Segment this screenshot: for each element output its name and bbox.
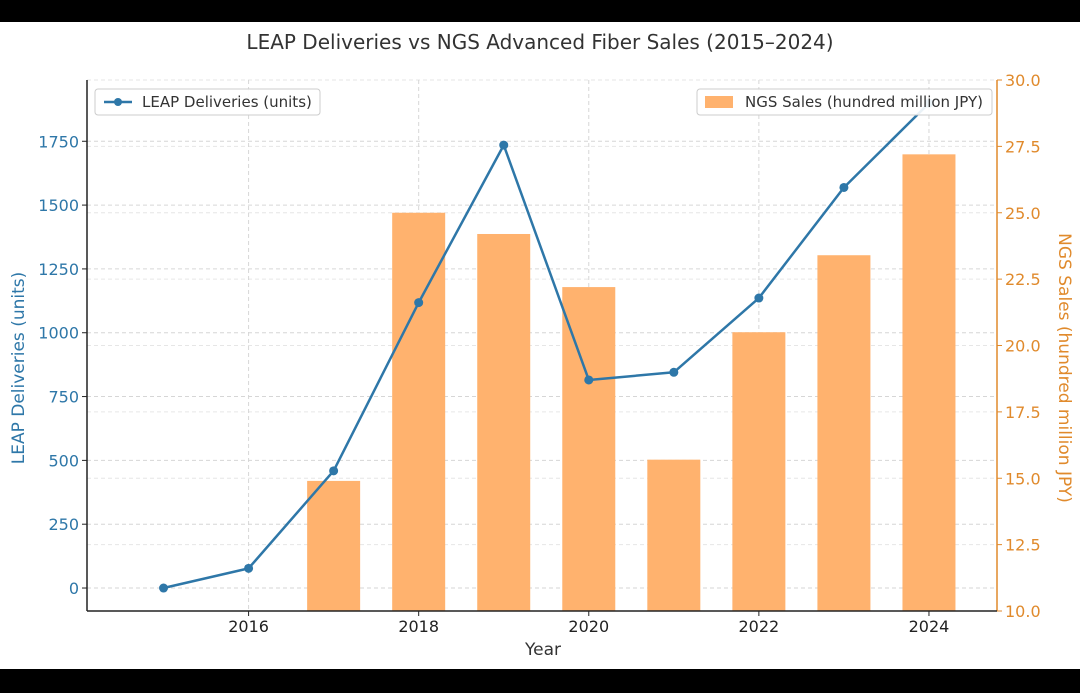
right-tick-label: 15.0 <box>1005 469 1041 488</box>
line-point <box>244 563 254 573</box>
right-axis-ticks: 10.0 12.5 15.0 17.5 20.0 22.5 25.0 27.5 30.0 <box>997 71 1041 621</box>
right-tick-label: 20.0 <box>1005 337 1041 356</box>
x-tick-label: 2022 <box>739 617 780 636</box>
legend-bar: NGS Sales (hundred million JPY) <box>696 88 993 116</box>
line-point <box>839 182 849 192</box>
right-tick-label: 12.5 <box>1005 536 1041 555</box>
line-point <box>159 583 169 593</box>
left-axis-ticks: 0 250 500 750 1000 1250 1500 1750 <box>38 132 87 598</box>
left-tick-label: 0 <box>69 579 79 598</box>
bar <box>817 255 871 612</box>
legend-line-box <box>94 88 321 116</box>
x-tick-label: 2024 <box>909 617 950 636</box>
left-tick-label: 1500 <box>38 196 79 215</box>
line-point <box>584 375 594 385</box>
legend-bar-label: NGS Sales (hundred million JPY) <box>745 93 983 111</box>
bar <box>902 154 956 611</box>
bar <box>392 212 446 611</box>
left-tick-label: 1250 <box>38 260 79 279</box>
bar <box>562 287 616 611</box>
left-tick-label: 500 <box>48 451 79 470</box>
bar <box>647 459 701 611</box>
legend-line-label: LEAP Deliveries (units) <box>142 93 312 111</box>
left-tick-label: 250 <box>48 515 79 534</box>
series-line <box>163 102 930 590</box>
line-point <box>754 293 764 303</box>
legend-bar-swatch <box>705 96 733 108</box>
x-axis-ticks: 2016 2018 2020 2022 2024 <box>228 611 949 636</box>
x-axis-label: Year <box>524 640 561 660</box>
left-axis-label: LEAP Deliveries (units) <box>9 272 29 465</box>
line-point <box>414 298 424 308</box>
x-tick-label: 2018 <box>398 617 439 636</box>
bar <box>307 480 361 611</box>
right-tick-label: 27.5 <box>1005 137 1041 156</box>
chart-title: LEAP Deliveries vs NGS Advanced Fiber Sa… <box>246 30 833 54</box>
right-tick-label: 17.5 <box>1005 403 1041 422</box>
chart-frame: LEAP Deliveries vs NGS Advanced Fiber Sa… <box>0 22 1080 669</box>
right-tick-label: 22.5 <box>1005 270 1041 289</box>
right-tick-label: 30.0 <box>1005 71 1041 90</box>
line-point <box>329 466 339 476</box>
legend-line-marker <box>114 98 122 106</box>
bar <box>732 332 786 611</box>
bar-series <box>307 154 956 612</box>
right-axis-label: NGS Sales (hundred million JPY) <box>1054 233 1074 503</box>
line-point <box>499 140 509 150</box>
bar <box>477 233 531 612</box>
right-tick-label: 10.0 <box>1005 602 1041 621</box>
line-point <box>669 367 679 377</box>
x-tick-label: 2020 <box>568 617 609 636</box>
left-tick-label: 750 <box>48 388 79 407</box>
legend-line: LEAP Deliveries (units) <box>94 88 321 116</box>
right-tick-label: 25.0 <box>1005 204 1041 223</box>
left-tick-label: 1000 <box>38 324 79 343</box>
legend-bar-box <box>696 88 993 116</box>
x-tick-label: 2016 <box>228 617 269 636</box>
chart: LEAP Deliveries vs NGS Advanced Fiber Sa… <box>9 30 1074 660</box>
left-tick-label: 1750 <box>38 132 79 151</box>
